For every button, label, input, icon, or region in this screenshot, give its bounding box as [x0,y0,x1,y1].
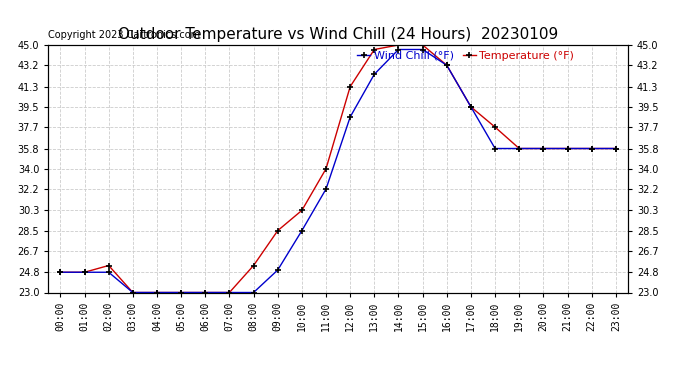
Temperature (°F) [250,263,258,268]
Line: Wind Chill (°F): Wind Chill (°F) [57,46,620,296]
Wind Chill (°F) [540,146,548,151]
Wind Chill (°F) [346,115,355,119]
Wind Chill (°F) [588,146,596,151]
Line: Temperature (°F): Temperature (°F) [57,42,620,296]
Wind Chill (°F) [57,270,65,274]
Wind Chill (°F) [274,268,282,272]
Wind Chill (°F) [80,270,88,274]
Wind Chill (°F) [564,146,572,151]
Temperature (°F) [57,270,65,274]
Wind Chill (°F) [177,290,186,295]
Wind Chill (°F) [250,290,258,295]
Temperature (°F) [419,43,427,47]
Wind Chill (°F) [467,105,475,109]
Wind Chill (°F) [395,47,403,52]
Temperature (°F) [129,290,137,295]
Wind Chill (°F) [226,290,234,295]
Temperature (°F) [395,43,403,47]
Legend: Wind Chill (°F), Temperature (°F): Wind Chill (°F), Temperature (°F) [357,51,574,60]
Temperature (°F) [564,146,572,151]
Temperature (°F) [322,166,331,171]
Wind Chill (°F) [515,146,524,151]
Temperature (°F) [346,84,355,89]
Wind Chill (°F) [371,72,379,76]
Wind Chill (°F) [153,290,161,295]
Temperature (°F) [588,146,596,151]
Title: Outdoor Temperature vs Wind Chill (24 Hours)  20230109: Outdoor Temperature vs Wind Chill (24 Ho… [118,27,558,42]
Temperature (°F) [371,47,379,52]
Temperature (°F) [612,146,620,151]
Temperature (°F) [153,290,161,295]
Temperature (°F) [467,105,475,109]
Wind Chill (°F) [443,63,451,68]
Temperature (°F) [443,63,451,68]
Temperature (°F) [80,270,88,274]
Wind Chill (°F) [419,47,427,52]
Wind Chill (°F) [129,290,137,295]
Wind Chill (°F) [105,270,113,274]
Wind Chill (°F) [201,290,210,295]
Temperature (°F) [540,146,548,151]
Wind Chill (°F) [322,187,331,191]
Temperature (°F) [105,263,113,268]
Temperature (°F) [201,290,210,295]
Temperature (°F) [298,208,306,213]
Temperature (°F) [491,125,500,129]
Temperature (°F) [515,146,524,151]
Temperature (°F) [177,290,186,295]
Wind Chill (°F) [612,146,620,151]
Wind Chill (°F) [298,228,306,233]
Temperature (°F) [274,228,282,233]
Wind Chill (°F) [491,146,500,151]
Text: Copyright 2023 Cartronics.com: Copyright 2023 Cartronics.com [48,30,200,40]
Temperature (°F) [226,290,234,295]
